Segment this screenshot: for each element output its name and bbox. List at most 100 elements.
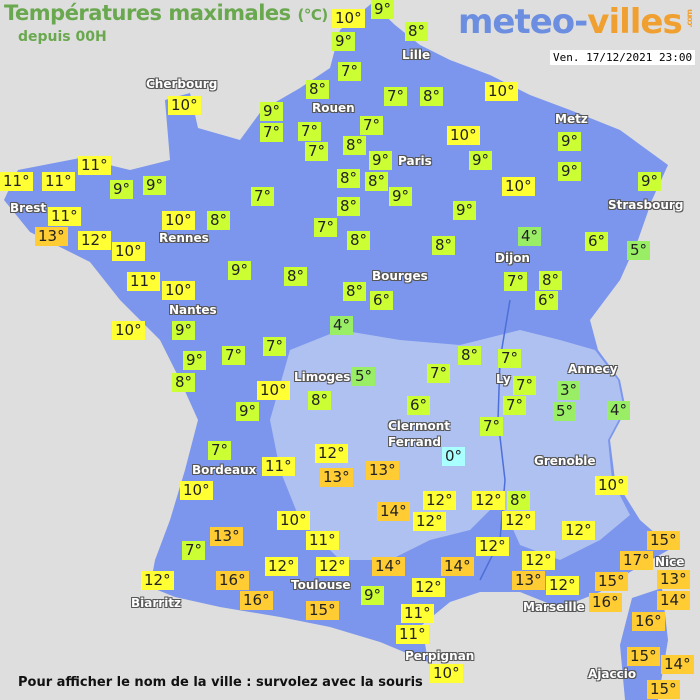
temperature-label[interactable]: 15° — [627, 647, 660, 666]
temperature-label[interactable]: 10° — [112, 321, 145, 340]
temperature-label[interactable]: 11° — [0, 172, 33, 191]
temperature-label[interactable]: 10° — [162, 211, 195, 230]
temperature-label[interactable]: 11° — [42, 172, 75, 191]
temperature-label[interactable]: 9° — [332, 32, 356, 51]
temperature-label[interactable]: 10° — [112, 242, 145, 261]
temperature-label[interactable]: 8° — [337, 169, 361, 188]
temperature-label[interactable]: 9° — [371, 0, 395, 19]
temperature-label[interactable]: 6° — [535, 291, 559, 310]
temperature-label[interactable]: 12° — [413, 512, 446, 531]
temperature-label[interactable]: 12° — [141, 571, 174, 590]
temperature-label[interactable]: 7° — [338, 62, 362, 81]
temperature-label[interactable]: 7° — [498, 349, 522, 368]
temperature-label[interactable]: 9° — [469, 151, 493, 170]
temperature-label[interactable]: 7° — [260, 123, 284, 142]
temperature-label[interactable]: 8° — [172, 373, 196, 392]
temperature-label[interactable]: 12° — [502, 511, 535, 530]
temperature-label[interactable]: 15° — [595, 572, 628, 591]
temperature-label[interactable]: 14° — [657, 591, 690, 610]
temperature-label[interactable]: 0° — [442, 447, 466, 466]
temperature-label[interactable]: 8° — [365, 172, 389, 191]
temperature-label[interactable]: 8° — [207, 211, 231, 230]
temperature-label[interactable]: 8° — [405, 22, 429, 41]
temperature-label[interactable]: 12° — [412, 578, 445, 597]
temperature-label[interactable]: 7° — [360, 116, 384, 135]
temperature-label[interactable]: 8° — [458, 346, 482, 365]
temperature-label[interactable]: 9° — [638, 172, 662, 191]
temperature-label[interactable]: 9° — [369, 151, 393, 170]
temperature-label[interactable]: 8° — [343, 136, 367, 155]
temperature-label[interactable]: 10° — [332, 9, 365, 28]
temperature-label[interactable]: 13° — [35, 227, 68, 246]
temperature-label[interactable]: 9° — [453, 201, 477, 220]
temperature-label[interactable]: 12° — [476, 537, 509, 556]
temperature-label[interactable]: 7° — [427, 364, 451, 383]
temperature-label[interactable]: 16° — [240, 591, 273, 610]
temperature-label[interactable]: 10° — [430, 664, 463, 683]
temperature-label[interactable]: 12° — [522, 551, 555, 570]
temperature-label[interactable]: 9° — [389, 187, 413, 206]
temperature-label[interactable]: 12° — [78, 231, 111, 250]
temperature-label[interactable]: 6° — [370, 291, 394, 310]
temperature-label[interactable]: 7° — [513, 376, 537, 395]
temperature-label[interactable]: 12° — [472, 491, 505, 510]
temperature-label[interactable]: 13° — [366, 461, 399, 480]
temperature-label[interactable]: 7° — [305, 142, 329, 161]
temperature-label[interactable]: 13° — [657, 570, 690, 589]
temperature-label[interactable]: 7° — [298, 122, 322, 141]
temperature-label[interactable]: 10° — [595, 476, 628, 495]
temperature-label[interactable]: 8° — [343, 282, 367, 301]
temperature-label[interactable]: 12° — [546, 576, 579, 595]
temperature-label[interactable]: 9° — [183, 351, 207, 370]
temperature-label[interactable]: 4° — [607, 401, 631, 420]
temperature-label[interactable]: 7° — [384, 87, 408, 106]
temperature-label[interactable]: 9° — [172, 321, 196, 340]
temperature-label[interactable]: 12° — [316, 557, 349, 576]
temperature-label[interactable]: 7° — [480, 417, 504, 436]
temperature-label[interactable]: 10° — [168, 96, 201, 115]
temperature-label[interactable]: 5° — [627, 241, 651, 260]
temperature-label[interactable]: 13° — [512, 571, 545, 590]
temperature-label[interactable]: 7° — [314, 218, 338, 237]
temperature-label[interactable]: 9° — [361, 586, 385, 605]
temperature-label[interactable]: 14° — [441, 557, 474, 576]
temperature-label[interactable]: 7° — [182, 541, 206, 560]
temperature-label[interactable]: 16° — [589, 593, 622, 612]
temperature-label[interactable]: 5° — [352, 367, 376, 386]
temperature-label[interactable]: 11° — [396, 625, 429, 644]
temperature-label[interactable]: 6° — [585, 232, 609, 251]
temperature-label[interactable]: 8° — [507, 491, 531, 510]
temperature-label[interactable]: 17° — [620, 551, 653, 570]
temperature-label[interactable]: 7° — [222, 346, 246, 365]
temperature-label[interactable]: 9° — [236, 402, 260, 421]
temperature-label[interactable]: 4° — [330, 316, 354, 335]
temperature-label[interactable]: 5° — [553, 402, 577, 421]
temperature-label[interactable]: 8° — [306, 80, 330, 99]
temperature-label[interactable]: 15° — [306, 601, 339, 620]
temperature-label[interactable]: 9° — [143, 176, 167, 195]
temperature-label[interactable]: 11° — [401, 604, 434, 623]
temperature-label[interactable]: 12° — [315, 444, 348, 463]
temperature-label[interactable]: 11° — [306, 531, 339, 550]
temperature-label[interactable]: 3° — [557, 381, 581, 400]
temperature-label[interactable]: 6° — [407, 396, 431, 415]
logo[interactable]: meteo-villes .com — [458, 2, 694, 42]
temperature-label[interactable]: 9° — [260, 102, 284, 121]
temperature-label[interactable]: 15° — [647, 680, 680, 699]
temperature-label[interactable]: 9° — [110, 180, 134, 199]
temperature-label[interactable]: 12° — [423, 491, 456, 510]
temperature-label[interactable]: 9° — [228, 261, 252, 280]
temperature-label[interactable]: 9° — [558, 162, 582, 181]
temperature-label[interactable]: 10° — [447, 126, 480, 145]
temperature-label[interactable]: 8° — [432, 236, 456, 255]
temperature-label[interactable]: 10° — [485, 82, 518, 101]
temperature-label[interactable]: 11° — [127, 272, 160, 291]
temperature-label[interactable]: 7° — [503, 396, 527, 415]
temperature-label[interactable]: 8° — [347, 231, 371, 250]
temperature-label[interactable]: 7° — [251, 187, 275, 206]
temperature-label[interactable]: 8° — [337, 197, 361, 216]
temperature-label[interactable]: 8° — [420, 87, 444, 106]
temperature-label[interactable]: 14° — [377, 502, 410, 521]
temperature-label[interactable]: 13° — [320, 468, 353, 487]
temperature-label[interactable]: 11° — [48, 207, 81, 226]
